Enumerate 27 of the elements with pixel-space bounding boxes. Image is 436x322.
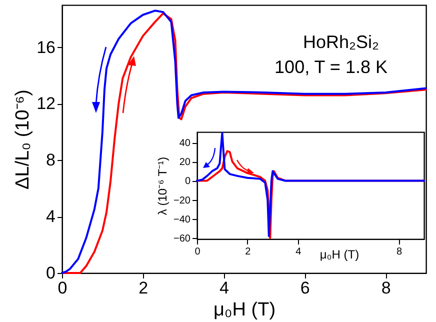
y-tick-label: −60 bbox=[174, 234, 191, 245]
y-tick-label: 0 bbox=[184, 176, 191, 188]
x-tick-label: 0 bbox=[194, 246, 201, 258]
y-tick-label: 16 bbox=[36, 38, 56, 57]
x-axis-title: μ₀H (T) bbox=[213, 300, 276, 320]
x-tick-label: 4 bbox=[220, 278, 230, 298]
y-tick-label: 12 bbox=[36, 94, 56, 114]
y-axis-title: λ (10⁻⁶ T⁻¹) bbox=[156, 156, 170, 216]
annotation: HoRh₂Si₂ bbox=[303, 32, 380, 52]
y-tick-label: −40 bbox=[174, 214, 191, 226]
x-tick-label: 4 bbox=[296, 246, 302, 258]
annotation: 100, T = 1.8 K bbox=[274, 57, 388, 77]
y-tick-label: −20 bbox=[174, 195, 191, 206]
x-tick-label: 2 bbox=[138, 278, 148, 298]
y-tick-label: 20 bbox=[179, 157, 191, 168]
x-tick-label: 2 bbox=[245, 246, 252, 258]
line-series bbox=[196, 132, 425, 238]
y-axis-title: ΔL/L₀ (10⁻⁶) bbox=[12, 90, 34, 190]
x-tick-label: 0 bbox=[58, 278, 68, 298]
y-tick-label: 4 bbox=[46, 207, 56, 226]
x-tick-label: 6 bbox=[300, 278, 310, 298]
y-tick-label: 8 bbox=[46, 150, 56, 170]
x-axis-title: μ₀H (T) bbox=[320, 248, 360, 262]
x-tick-label: 8 bbox=[381, 278, 391, 298]
x-tick-label: 8 bbox=[396, 246, 402, 258]
y-tick-label: 40 bbox=[179, 138, 191, 150]
y-tick-label: 0 bbox=[46, 264, 56, 282]
